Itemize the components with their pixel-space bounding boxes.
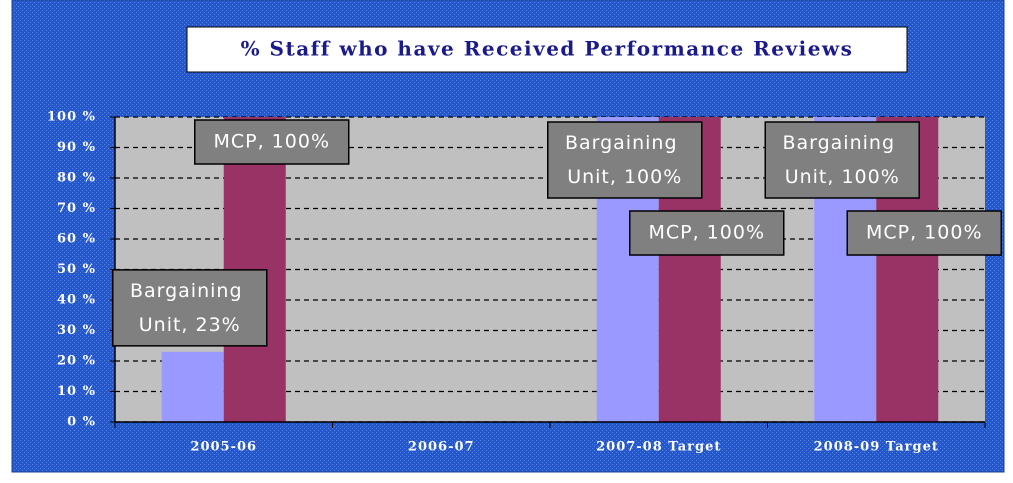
data-label-box (629, 210, 785, 256)
data-label: Bargaining Unit, 23% (130, 279, 250, 335)
x-tick-label: 2006-07 (408, 440, 475, 455)
data-label-box (846, 210, 1002, 256)
data-label-box (764, 121, 920, 199)
data-label-box (194, 119, 350, 165)
y-tick-label: 100 % (47, 110, 96, 125)
y-tick-label: 0 % (67, 415, 96, 430)
chart-title: % Staff who have Received Performance Re… (241, 37, 854, 61)
data-label: Bargaining Unit, 100% (565, 132, 685, 188)
x-tick-label: 2007-08 Target (596, 440, 721, 455)
x-tick-label: 2008-09 Target (814, 440, 939, 455)
y-tick-label: 30 % (57, 323, 96, 338)
data-label: MCP, 100% (866, 222, 983, 244)
y-tick-label: 90 % (57, 140, 96, 155)
x-tick-label: 2005-06 (190, 440, 257, 455)
data-label-box (547, 121, 703, 199)
y-tick-label: 10 % (57, 384, 96, 399)
y-tick-label: 70 % (57, 201, 96, 216)
y-tick-label: 40 % (57, 293, 96, 308)
bar (161, 351, 224, 422)
y-tick-label: 20 % (57, 354, 96, 369)
data-label: MCP, 100% (648, 222, 765, 244)
y-tick-label: 50 % (57, 262, 96, 277)
y-tick-label: 60 % (57, 232, 96, 247)
data-label-box (112, 269, 268, 347)
data-label: MCP, 100% (213, 131, 330, 153)
data-label: Bargaining Unit, 100% (782, 132, 902, 188)
y-tick-label: 80 % (57, 171, 96, 186)
title-box (186, 26, 908, 73)
